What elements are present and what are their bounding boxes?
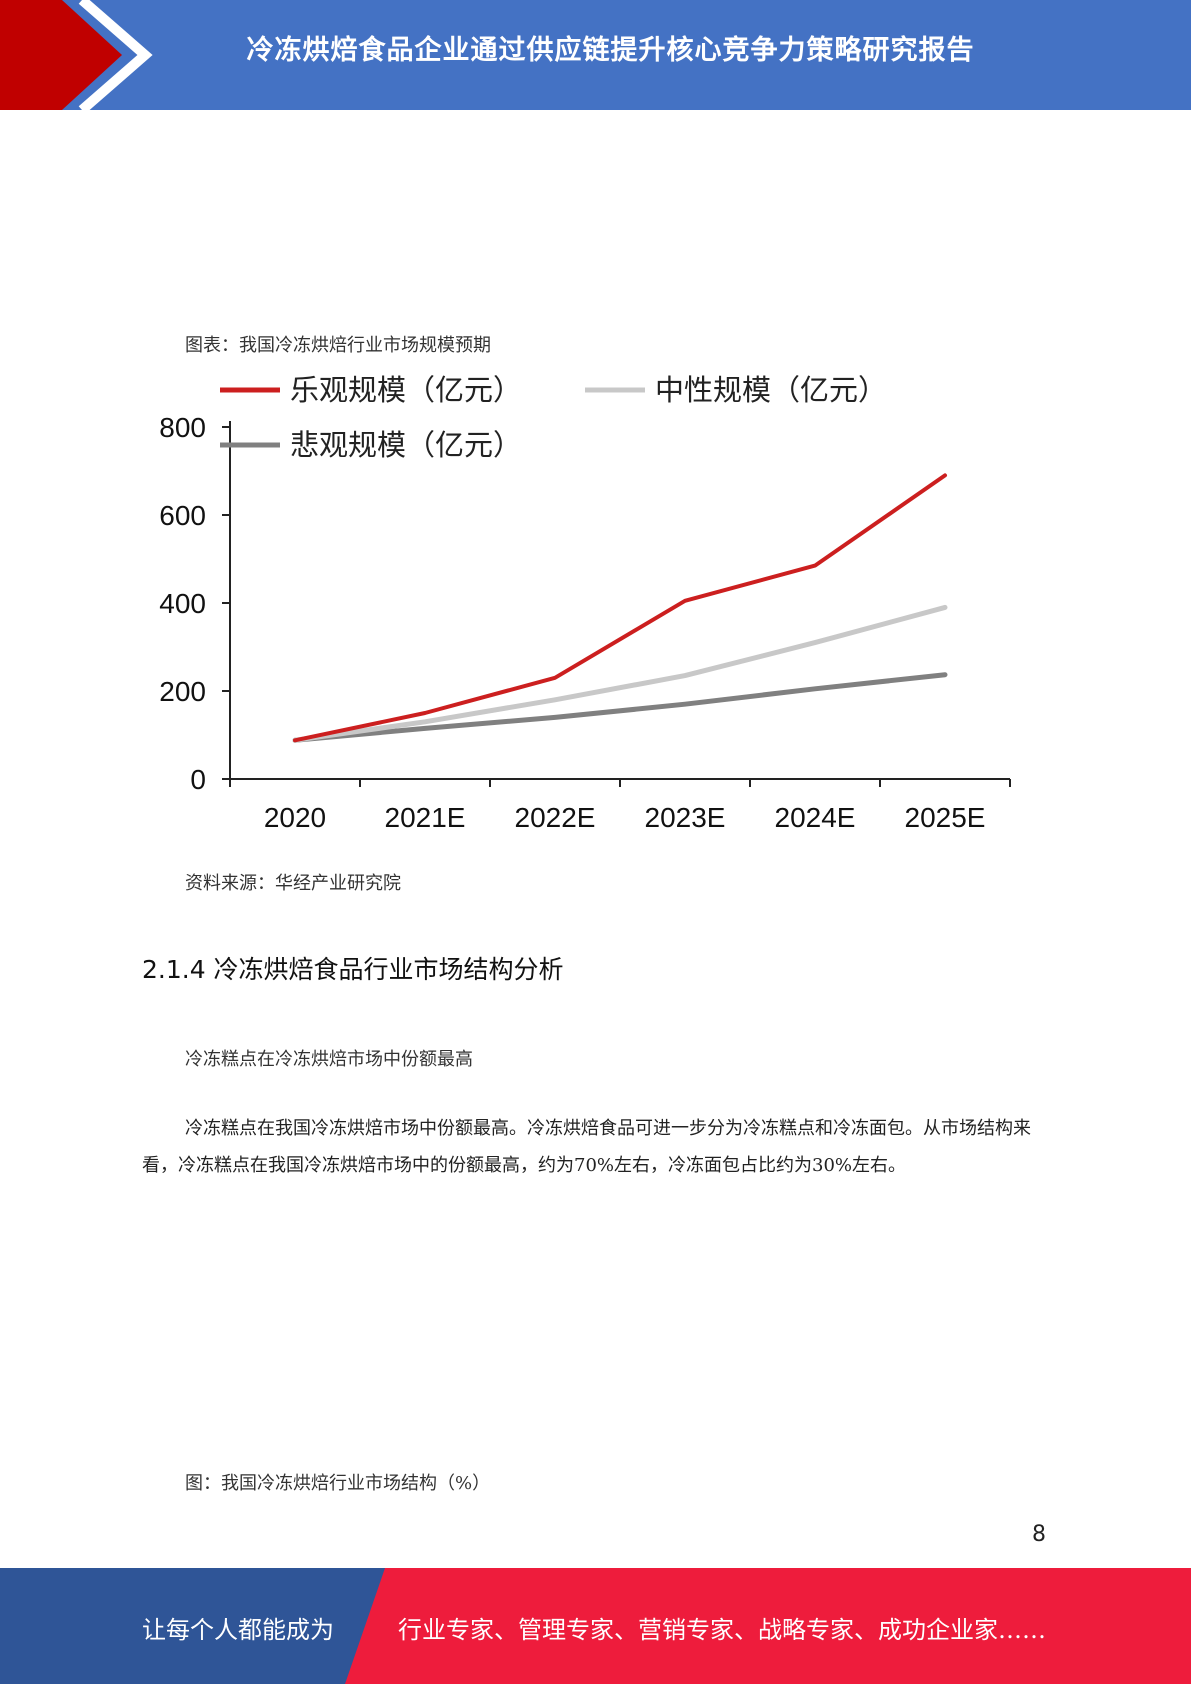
x-tick-label: 2020 xyxy=(264,802,326,833)
section-subheading: 冷冻糕点在冷冻烘焙市场中份额最高 xyxy=(185,1049,473,1070)
market-size-chart: 0 200 400 600 800 2020 2021E 2022E 2023E 2024E 202… xyxy=(130,365,1030,845)
body-paragraph: 冷冻糕点在我国冷冻烘焙市场中份额最高。冷冻烘焙食品可进一步分为冷冻糕点和冷冻面包… xyxy=(142,1118,1031,1176)
figure-source: 资料来源：华经产业研究院 xyxy=(185,873,401,894)
report-title: 冷冻烘焙食品企业通过供应链提升核心竞争力策略研究报告 xyxy=(246,35,975,66)
series-line-1 xyxy=(293,473,947,743)
x-tick-label: 2022E xyxy=(515,802,596,833)
section-heading: 2.1.4 冷冻烘焙食品行业市场结构分析 xyxy=(142,955,564,984)
figure-caption: 图表：我国冷冻烘焙行业市场规模预期 xyxy=(185,335,491,356)
page-number: 8 xyxy=(1032,1522,1046,1547)
header-chevron-decoration xyxy=(0,0,153,110)
legend-label-3: 悲观规模（亿元） xyxy=(290,428,522,462)
y-tick-label: 800 xyxy=(159,412,206,443)
page-footer: 让每个人都能成为 行业专家、管理专家、营销专家、战略专家、成功企业家…… xyxy=(0,1568,1191,1684)
series-line-3 xyxy=(292,672,948,743)
line-chart-svg: 0 200 400 600 800 2020 2021E 2022E 2023E 2024E 202… xyxy=(159,373,1011,833)
x-tick-label: 2021E xyxy=(385,802,466,833)
y-tick-label: 200 xyxy=(159,676,206,707)
x-tick-label: 2025E xyxy=(905,802,986,833)
x-tick-label: 2024E xyxy=(775,802,856,833)
x-tick-label: 2023E xyxy=(645,802,726,833)
footer-background xyxy=(0,1568,1191,1684)
legend-label-1: 乐观规模（亿元） xyxy=(290,373,522,407)
y-tick-label: 0 xyxy=(190,764,206,795)
page-header: 冷冻烘焙食品企业通过供应链提升核心竞争力策略研究报告 xyxy=(0,0,1191,110)
figure2-caption: 图：我国冷冻烘焙行业市场结构（%） xyxy=(185,1473,491,1494)
series-line-2 xyxy=(292,604,948,743)
footer-slogan-right: 行业专家、管理专家、营销专家、战略专家、成功企业家…… xyxy=(398,1616,1046,1644)
y-tick-label: 400 xyxy=(159,588,206,619)
y-tick-label: 600 xyxy=(159,500,206,531)
footer-slogan-left: 让每个人都能成为 xyxy=(142,1616,334,1644)
legend-label-2: 中性规模（亿元） xyxy=(655,373,887,407)
